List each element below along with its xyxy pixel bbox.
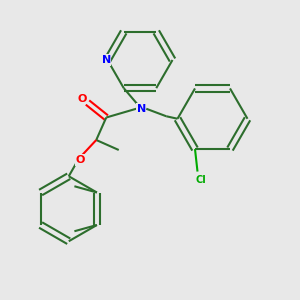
Text: N: N: [136, 104, 146, 114]
Text: Cl: Cl: [196, 175, 207, 185]
Text: N: N: [102, 55, 111, 65]
Text: O: O: [75, 155, 85, 165]
Text: O: O: [78, 94, 87, 104]
